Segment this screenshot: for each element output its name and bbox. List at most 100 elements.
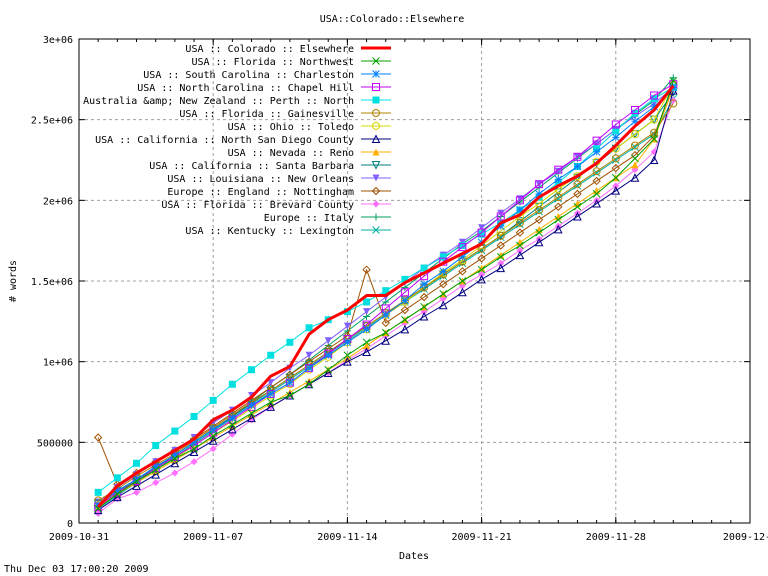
legend-label: USA :: California :: North San Diego Cou… <box>95 135 354 146</box>
data-point <box>592 198 601 208</box>
data-point <box>171 451 179 460</box>
data-point <box>592 190 601 198</box>
x-tick-label: 2009-10-31 <box>49 532 109 543</box>
data-point <box>113 490 122 498</box>
series-0 <box>97 84 675 508</box>
y-tick-label: 500000 <box>37 438 73 449</box>
series-7 <box>93 86 678 515</box>
x-tick-label: 2009-11-21 <box>451 532 511 543</box>
data-point <box>477 228 486 237</box>
data-point <box>554 215 563 224</box>
data-point <box>228 420 237 429</box>
data-point <box>439 267 448 276</box>
data-point <box>94 488 102 496</box>
data-point <box>477 265 486 274</box>
data-point <box>535 228 543 237</box>
data-point <box>382 287 390 295</box>
legend-marker <box>372 148 380 156</box>
y-tick-label: 1e+06 <box>43 358 73 369</box>
data-point <box>496 231 505 240</box>
data-point <box>650 135 658 143</box>
data-point <box>305 364 313 372</box>
data-point <box>381 318 390 328</box>
legend-marker <box>372 70 380 78</box>
data-point <box>171 427 179 435</box>
data-point <box>573 189 582 199</box>
x-tick-label: 2009-11-14 <box>317 532 377 543</box>
data-point <box>611 120 620 129</box>
data-point <box>631 161 639 169</box>
data-point <box>171 454 179 463</box>
data-point <box>611 133 620 142</box>
data-point <box>439 253 447 261</box>
data-point <box>438 300 448 310</box>
data-point <box>362 265 371 274</box>
legend-label: USA :: Kentucky :: Lexington <box>185 226 354 237</box>
data-point <box>266 390 275 398</box>
legend-label: USA :: California :: Santa Barbara <box>149 161 354 172</box>
data-point <box>190 444 198 453</box>
data-point <box>419 292 429 302</box>
data-point <box>535 206 544 215</box>
data-point <box>650 91 659 100</box>
data-point <box>669 99 678 108</box>
data-point <box>477 254 486 263</box>
data-point <box>534 237 544 247</box>
data-point <box>419 311 429 321</box>
data-point <box>554 167 562 175</box>
legend-marker <box>372 96 380 104</box>
data-point <box>573 172 582 181</box>
data-point <box>228 414 237 422</box>
data-point <box>247 413 256 423</box>
data-point <box>286 391 294 400</box>
x-tick-label: 2009-11-07 <box>183 532 243 543</box>
data-point <box>151 462 160 471</box>
data-point <box>324 351 333 360</box>
data-point <box>381 328 390 337</box>
data-point <box>285 390 295 400</box>
data-point <box>190 413 198 421</box>
legend-label: Australia &amp; New Zealand :: Perth :: … <box>83 96 354 107</box>
data-point <box>612 127 620 135</box>
data-point <box>516 241 524 250</box>
legend-marker <box>372 200 380 208</box>
data-point <box>478 271 486 279</box>
data-point <box>113 492 122 502</box>
data-point <box>515 228 525 237</box>
data-point <box>266 398 275 406</box>
data-point <box>496 241 505 250</box>
legend-marker <box>371 134 381 143</box>
data-point <box>132 481 141 490</box>
legend-label: USA :: Ohio :: Toledo <box>228 122 354 133</box>
data-point <box>304 379 314 389</box>
data-point <box>439 290 448 298</box>
data-point <box>573 180 582 189</box>
legend-label: USA :: Colorado :: Elsewhere <box>185 44 354 55</box>
legend-label: USA :: North Carolina :: Chapel Hill <box>137 83 354 94</box>
timestamp-footer: Thu Dec 03 17:00:20 2009 <box>4 564 149 575</box>
data-point <box>496 252 505 261</box>
data-point <box>381 311 390 319</box>
data-point <box>592 176 601 186</box>
data-point <box>553 224 563 234</box>
data-point <box>516 238 524 246</box>
data-point <box>630 105 639 114</box>
data-point <box>401 275 409 283</box>
data-point <box>630 130 639 139</box>
data-point <box>228 424 237 434</box>
data-point <box>208 436 218 445</box>
data-point <box>305 351 313 359</box>
data-point <box>248 366 256 374</box>
data-point <box>228 380 236 388</box>
legend-marker <box>372 57 380 65</box>
data-point <box>113 486 122 495</box>
data-point <box>458 277 467 285</box>
x-axis-label: Dates <box>399 551 429 562</box>
legend-label: USA :: Louisiana :: New Orleans <box>167 174 354 185</box>
data-point <box>152 479 160 487</box>
data-point <box>573 200 581 208</box>
data-point <box>343 351 352 360</box>
data-point <box>190 438 198 447</box>
